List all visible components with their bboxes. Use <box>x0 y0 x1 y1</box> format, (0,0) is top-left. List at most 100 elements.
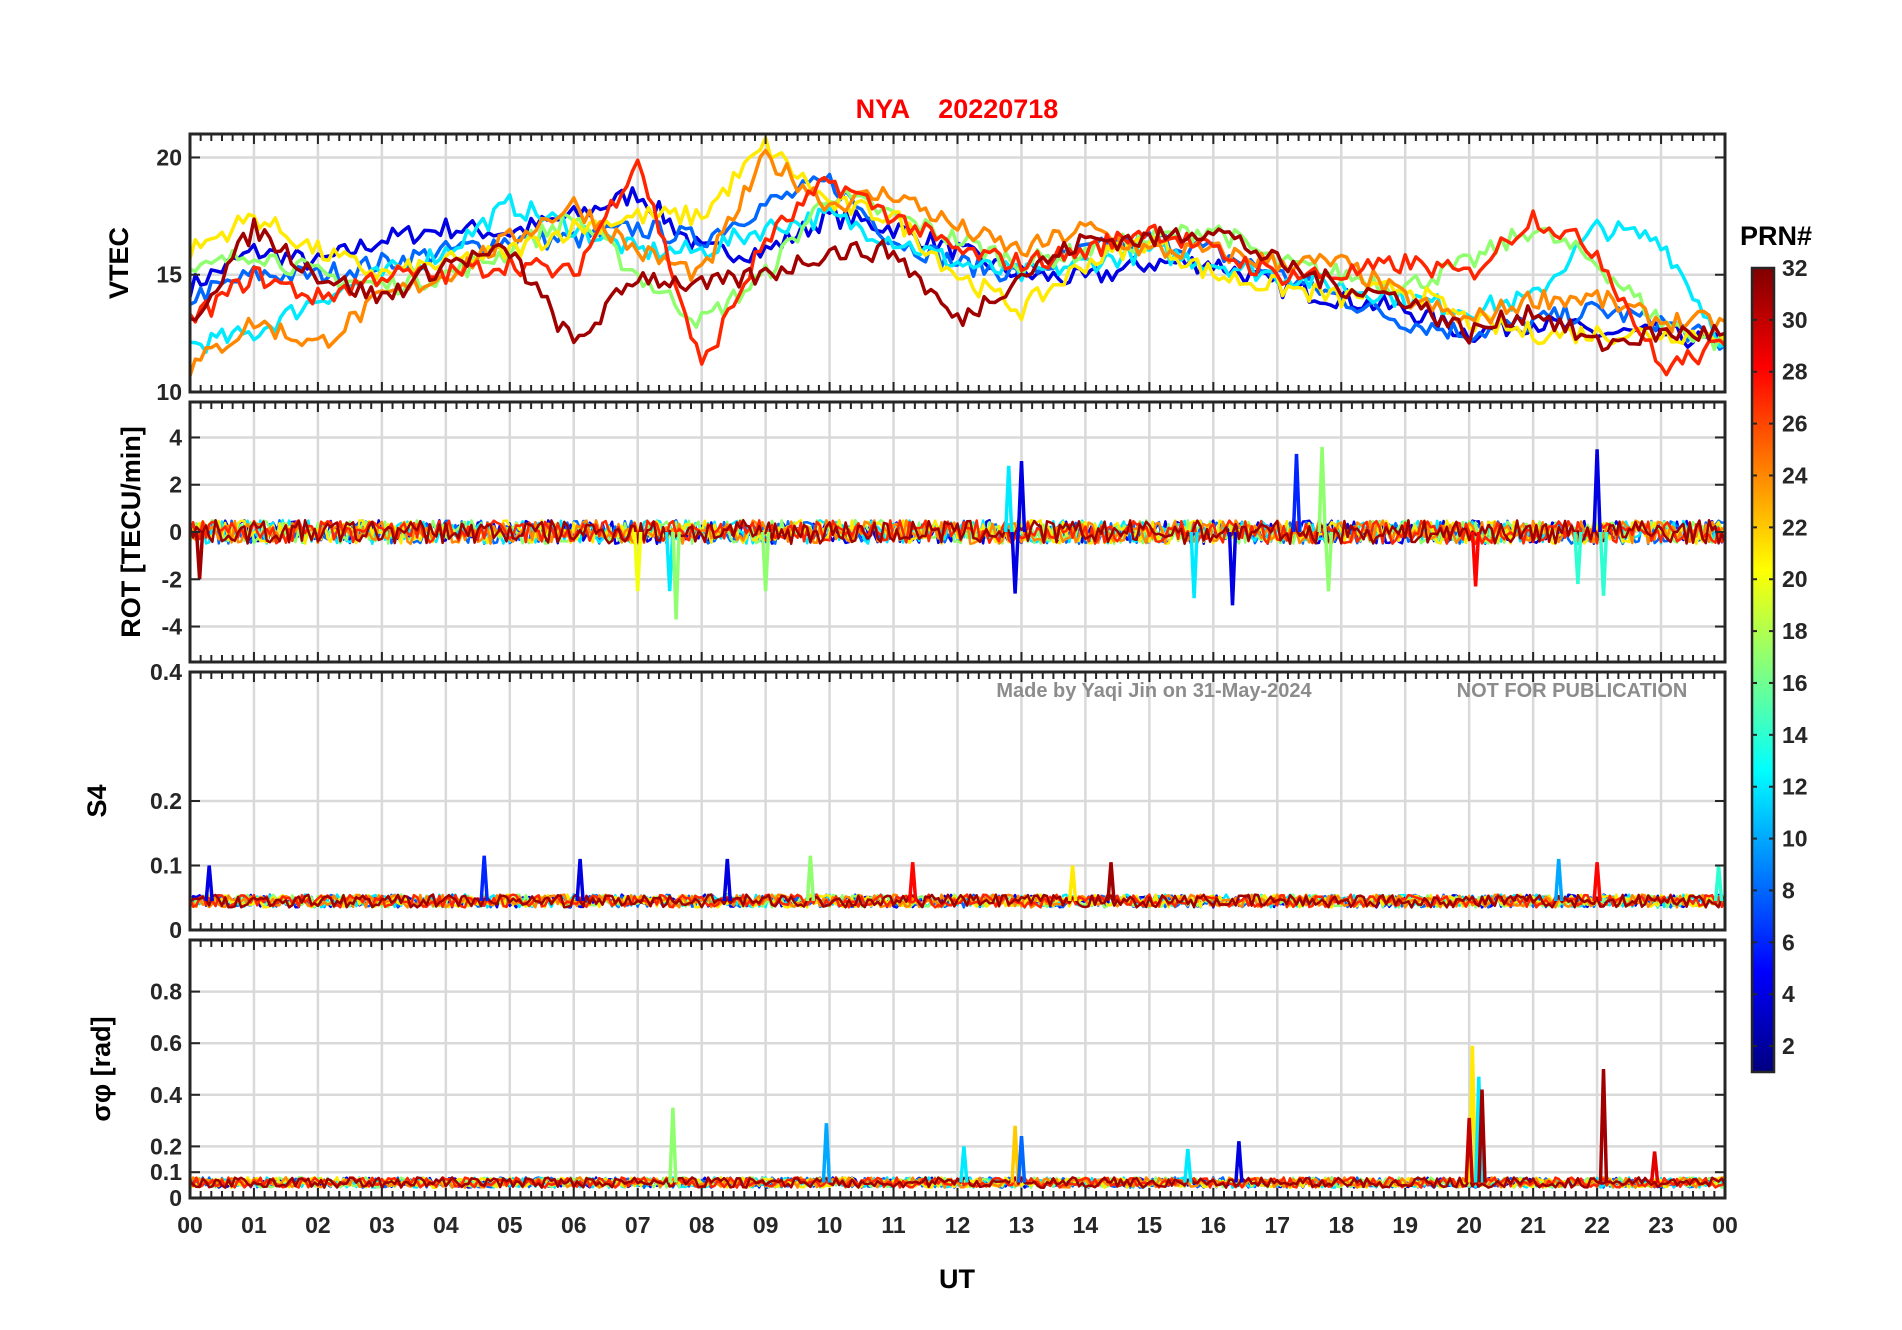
x-minor-ticks <box>189 672 1726 930</box>
colorbar-tick-label: 28 <box>1782 359 1808 385</box>
sigma_phi-spike <box>1010 1125 1020 1183</box>
panel-vtec: 10 15 20 VTEC <box>104 132 1727 405</box>
x-tick-label: 16 <box>1201 1212 1227 1238</box>
y-tick-label: 0.6 <box>150 1030 182 1056</box>
x-tick-label: 04 <box>433 1212 459 1238</box>
y-tick-label: 0.2 <box>150 1133 182 1159</box>
x-tick-label: 20 <box>1456 1212 1482 1238</box>
vtec-series-prn-17 <box>190 187 1725 352</box>
colorbar-tick-label: 2 <box>1782 1033 1795 1059</box>
rot-spike <box>1317 446 1327 533</box>
colorbar-tick-label: 26 <box>1782 411 1808 437</box>
rot-spike <box>1598 531 1609 596</box>
rot-spike <box>1323 531 1334 592</box>
rot-spike <box>664 531 675 592</box>
colorbar-tick-label: 20 <box>1782 566 1808 592</box>
x-tick-label: 11 <box>881 1212 906 1238</box>
vtec-series-prn-31 <box>190 217 1725 353</box>
colorbar-tick-label: 24 <box>1782 462 1808 488</box>
x-tick-label: 17 <box>1264 1212 1290 1238</box>
grid <box>188 670 1727 932</box>
grid <box>188 940 1727 1200</box>
series-group <box>190 135 1725 377</box>
x-tick-label: 15 <box>1137 1212 1163 1238</box>
colorbar-tick-label: 8 <box>1782 877 1795 903</box>
sigma_phi-spike <box>959 1146 969 1183</box>
x-axis-label: UT <box>939 1264 975 1294</box>
rot-spike <box>1189 531 1199 599</box>
y-tick-label: 0.4 <box>150 1082 182 1108</box>
rot-spike <box>1016 461 1027 533</box>
s4-spike <box>722 858 733 902</box>
x-tick-label: 02 <box>305 1212 331 1238</box>
s4-spike <box>204 865 214 902</box>
rot-spike <box>671 531 681 620</box>
rot-series-prn-31 <box>190 518 1725 546</box>
y-axis-label: σφ [rad] <box>86 1016 116 1121</box>
colorbar-gradient <box>1750 266 1776 1074</box>
rot-spike <box>1573 531 1583 585</box>
s4-spike <box>1592 862 1602 902</box>
sigma_phi-spike <box>821 1123 832 1183</box>
figure-title: NYA 20220718 <box>856 94 1059 124</box>
x-tick-label: 10 <box>817 1212 843 1238</box>
y-tick-label: -4 <box>162 614 183 640</box>
x-tick-label: 13 <box>1009 1212 1035 1238</box>
y-tick-label: 15 <box>156 262 182 288</box>
vtec-series-prn-27 <box>190 158 1725 377</box>
s4-spike <box>907 862 918 902</box>
colorbar-tick-label: 22 <box>1782 514 1808 540</box>
s4-spike <box>575 858 585 902</box>
sigma_phi-spike <box>1183 1148 1193 1183</box>
x-tick-label: 14 <box>1073 1212 1099 1238</box>
sigma_phi-spike <box>1464 1117 1474 1183</box>
y-axis-label: VTEC <box>104 227 134 299</box>
s4-spike <box>1067 865 1078 902</box>
x-tick-label: 09 <box>753 1212 779 1238</box>
x-tick-label: 03 <box>369 1212 395 1238</box>
y-tick-label: 20 <box>156 144 182 170</box>
series-group <box>190 855 1725 909</box>
colorbar-tick-label: 32 <box>1782 255 1808 281</box>
y-tick-label: 0.1 <box>150 1159 182 1185</box>
colorbar-tick-label: 4 <box>1782 981 1795 1007</box>
y-axis-label: ROT [TECU/min] <box>116 426 146 637</box>
rot-spike <box>1010 531 1020 594</box>
y-tick-label: -2 <box>162 566 182 592</box>
vtec-series-prn-21 <box>190 135 1725 346</box>
y-tick-label: 0.2 <box>150 788 182 814</box>
sigma_phi-spike <box>1649 1151 1660 1183</box>
x-minor-ticks <box>189 940 1726 1198</box>
s4-spike <box>479 855 489 902</box>
rot-spike <box>1003 465 1014 533</box>
y-tick-label: 10 <box>156 379 182 405</box>
rot-spike <box>1227 531 1238 606</box>
colorbar-tick-label: 16 <box>1782 670 1808 696</box>
sigma_phi-spike <box>1234 1141 1244 1183</box>
s4-series-prn-31 <box>190 893 1725 909</box>
x-tick-label: 01 <box>241 1212 267 1238</box>
x-tick-label: 00 <box>177 1212 203 1238</box>
panel-s4: 0 0.1 0.2 0.4 S4 <box>82 659 1727 943</box>
x-minor-ticks <box>189 402 1726 662</box>
series-group <box>190 446 1725 620</box>
x-tick-label: 22 <box>1584 1212 1610 1238</box>
rot-series-prn-17 <box>190 518 1725 546</box>
title-date: 20220718 <box>938 94 1058 124</box>
x-tick-label: 05 <box>497 1212 523 1238</box>
x-minor-ticks <box>189 134 1726 392</box>
rot-spike <box>1291 453 1302 533</box>
x-tick-label: 18 <box>1328 1212 1354 1238</box>
x-tick-label: 12 <box>945 1212 971 1238</box>
sigma_phi-spike <box>1016 1135 1027 1183</box>
x-tick-label: 00 <box>1712 1212 1738 1238</box>
panel-sigma_phi: 00.10.2 0.4 0.6 0.8 σφ [rad] 00 01 02 03 04 05 06 07… <box>86 938 1738 1238</box>
y-tick-label: 0.8 <box>150 979 182 1005</box>
colorbar-tick-label: 6 <box>1782 929 1795 955</box>
colorbar-tick-label: 14 <box>1782 722 1808 748</box>
x-tick-label: 06 <box>561 1212 587 1238</box>
x-tick-label: 23 <box>1648 1212 1674 1238</box>
colorbar-tick-label: 30 <box>1782 307 1808 333</box>
